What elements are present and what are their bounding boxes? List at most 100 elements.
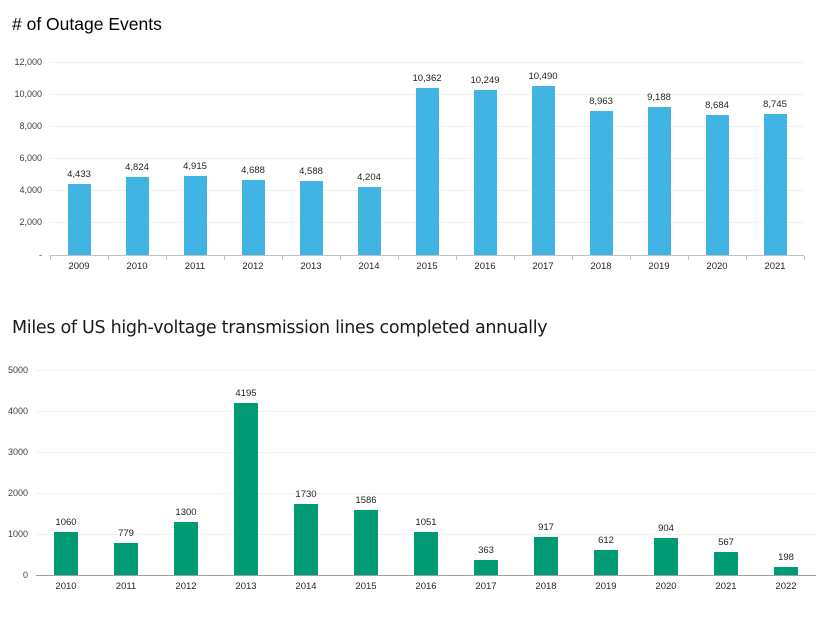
bar-value-label: 10,362: [412, 73, 442, 85]
bar: [114, 543, 138, 575]
bar: [241, 179, 265, 255]
x-axis-category-label: 2011: [115, 581, 137, 592]
y-axis-tick-label: 6,000: [19, 153, 42, 163]
x-axis-category-label: 2013: [300, 261, 322, 272]
x-axis-category-label: 2019: [648, 261, 670, 272]
bar-value-label: 8,745: [763, 99, 787, 111]
x-axis-category-label: 2012: [242, 261, 264, 272]
x-axis-category-label: 2020: [706, 261, 728, 272]
x-axis-category-label: 2011: [184, 261, 206, 272]
x-axis-tick-mark: [166, 256, 167, 260]
bar-value-label: 1060: [55, 516, 77, 528]
bar-value-label: 4195: [235, 388, 257, 399]
x-axis-category-label: 2015: [416, 261, 438, 272]
x-axis-tick-mark: [630, 256, 631, 260]
x-axis-tick-mark: [746, 256, 747, 260]
bar: [714, 551, 738, 575]
bar: [125, 177, 149, 255]
bar-value-label: 612: [598, 534, 614, 546]
gridline: [36, 410, 816, 412]
x-axis-category-label: 2022: [775, 581, 797, 592]
bar-value-label: 904: [658, 522, 674, 534]
bar: [647, 107, 671, 255]
x-axis-category-label: 2009: [68, 261, 90, 272]
outage-events-chart-title: # of Outage Events: [12, 14, 162, 34]
bar-value-label: 4,915: [183, 160, 207, 172]
x-axis-tick-mark: [282, 256, 283, 260]
x-axis-tick-mark: [572, 256, 573, 260]
x-axis-tick-mark: [456, 256, 457, 260]
bar-value-label: 1586: [355, 494, 377, 506]
bar-value-label: 4,688: [241, 164, 265, 176]
x-axis-tick-mark: [804, 256, 805, 260]
x-axis-tick-mark: [340, 256, 341, 260]
bar: [234, 403, 258, 575]
x-axis-category-label: 2020: [655, 581, 677, 592]
bar: [54, 531, 78, 575]
bar-value-label: 4,588: [299, 166, 323, 178]
bar-value-label: 4,204: [357, 172, 381, 184]
gridline: [36, 451, 816, 453]
x-axis-category-label: 2017: [475, 581, 497, 592]
bar-value-label: 1300: [175, 506, 197, 518]
x-axis-line: [36, 575, 816, 576]
x-axis-tick-mark: [688, 256, 689, 260]
x-axis-category-label: 2019: [595, 581, 617, 592]
y-axis-tick-label: -: [39, 249, 42, 260]
bar-value-label: 9,188: [647, 92, 671, 104]
bar: [774, 566, 798, 575]
bar: [654, 537, 678, 575]
y-axis-tick-label: 4,000: [19, 185, 42, 196]
bar-value-label: 8,684: [705, 100, 729, 112]
bar: [354, 509, 378, 575]
bar-value-label: 4,433: [67, 168, 91, 180]
y-axis-tick-label: 2,000: [19, 217, 42, 228]
bar: [174, 521, 198, 575]
bar: [415, 88, 439, 255]
y-axis-tick-label: 5000: [7, 364, 28, 375]
bar: [763, 114, 787, 255]
y-axis-tick-label: 4000: [7, 405, 28, 416]
bar: [357, 187, 381, 255]
y-axis-tick-label: 0: [22, 569, 28, 580]
bar: [531, 86, 555, 255]
y-axis-tick-label: 1000: [7, 528, 28, 539]
bar-value-label: 363: [478, 545, 494, 557]
y-axis-tick-label: 12,000: [14, 56, 42, 67]
bar-value-label: 198: [778, 551, 794, 563]
x-axis-tick-mark: [514, 256, 515, 260]
bar-value-label: 567: [718, 536, 734, 548]
bar-value-label: 1051: [415, 516, 437, 528]
bar: [589, 110, 613, 255]
bar-value-label: 1730: [295, 489, 317, 501]
gridline: [50, 61, 804, 63]
bar: [474, 560, 498, 575]
bar: [705, 115, 729, 255]
bar: [67, 183, 91, 255]
y-axis-tick-label: 10,000: [14, 88, 42, 99]
y-axis-tick-label: 2000: [7, 487, 28, 498]
x-axis-category-label: 2010: [126, 261, 148, 272]
x-axis-category-label: 2012: [175, 581, 197, 592]
gridline: [36, 369, 816, 371]
bar: [294, 504, 318, 575]
transmission-lines-chart-title: Miles of US high-voltage transmission li…: [12, 318, 548, 338]
bar-value-label: 4,824: [125, 162, 149, 174]
bar: [414, 531, 438, 575]
y-axis-tick-label: 3000: [7, 446, 28, 457]
x-axis-category-label: 2018: [590, 261, 612, 272]
bar-value-label: 779: [118, 528, 134, 540]
x-axis-tick-mark: [224, 256, 225, 260]
bar-value-label: 8,963: [589, 95, 613, 107]
x-axis-category-label: 2016: [415, 581, 437, 592]
bar: [594, 549, 618, 575]
gridline: [36, 492, 816, 494]
x-axis-category-label: 2021: [715, 581, 737, 592]
x-axis-line: [50, 255, 804, 256]
x-axis-tick-mark: [398, 256, 399, 260]
x-axis-category-label: 2018: [535, 581, 557, 592]
x-axis-category-label: 2013: [235, 581, 257, 592]
